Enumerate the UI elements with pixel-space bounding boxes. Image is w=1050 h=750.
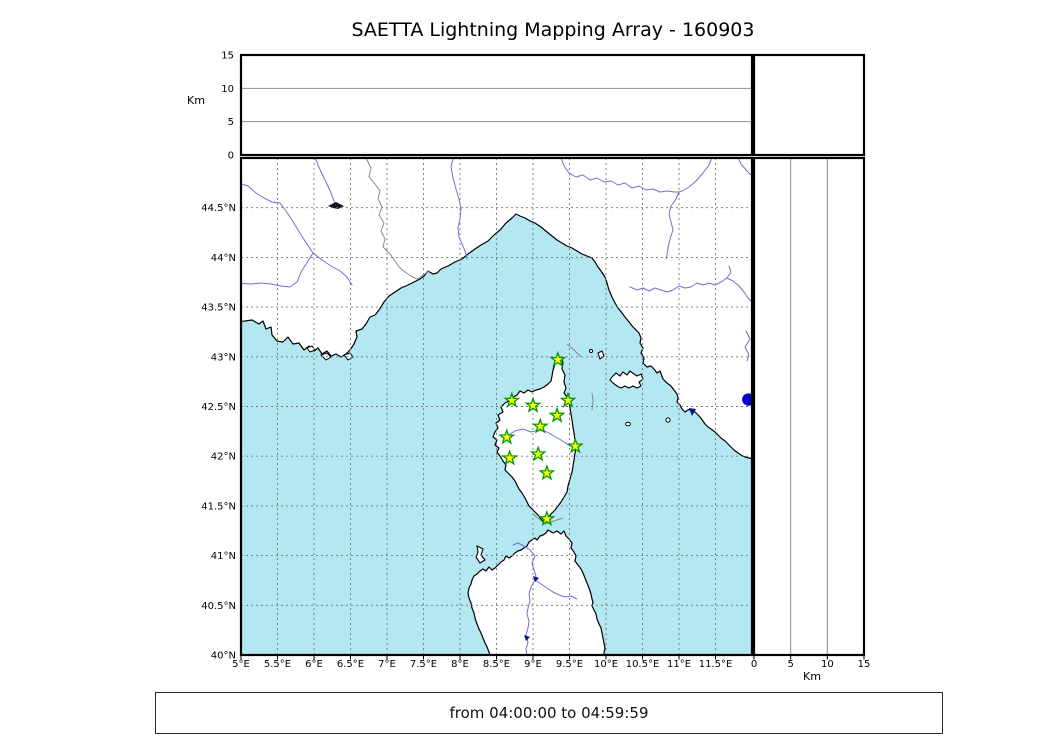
- lon-tick-label: 5°E: [232, 659, 250, 670]
- corner-panel-border: [752, 53, 866, 157]
- corner-panel: [752, 53, 866, 157]
- map-border: [239, 156, 754, 657]
- lat-tick-label: 43°N: [211, 352, 236, 363]
- admin-border: [365, 158, 430, 280]
- lon-tick-label: 8.5°E: [483, 659, 510, 670]
- time-range-text: from 04:00:00 to 04:59:59: [449, 704, 649, 722]
- lon-tick-label: 10°E: [594, 659, 618, 670]
- altitude-tick-label: 15: [858, 659, 871, 670]
- station-marker: [538, 509, 556, 527]
- altitude-tick-label: 10: [221, 84, 234, 95]
- altitude-tick-label: 5: [787, 659, 793, 670]
- station-marker: [566, 437, 584, 454]
- top-panel-border: [239, 53, 754, 157]
- lat-tick-label: 44°N: [211, 253, 236, 264]
- right-panel-km-label: Km: [803, 670, 821, 683]
- station-marker: [501, 449, 519, 466]
- lat-tick-label: 40°N: [211, 651, 236, 662]
- lat-tick-label: 42.5°N: [201, 402, 236, 413]
- station-marker: [548, 406, 566, 423]
- lat-tick-label: 41°N: [211, 551, 236, 562]
- lon-tick-label: 11.5°E: [699, 659, 733, 670]
- lon-tick-label: 9°E: [524, 659, 542, 670]
- map-tick-marks: [240, 655, 865, 660]
- top-panel-gridlines: [241, 87, 752, 123]
- right-panel-background: [754, 158, 864, 655]
- pianosa-island: [625, 421, 631, 427]
- rivers: [241, 158, 752, 655]
- map-panel: [239, 156, 865, 660]
- lon-tick-label: 6.5°E: [337, 659, 364, 670]
- altitude-tick-label: 10: [821, 659, 834, 670]
- coastal-line-fragments: [532, 343, 594, 525]
- station-marker: [549, 350, 567, 367]
- lat-tick-label: 44.5°N: [201, 203, 236, 214]
- lon-tick-label: 7.5°E: [410, 659, 437, 670]
- tick-labels: 0 5 10 15 0 5 10 15 5°E 5.5°E 6°E 6.5°E 7°E 7.5°E 8°E 8…: [201, 51, 870, 671]
- lon-tick-label: 7°E: [378, 659, 396, 670]
- map-gridlines: [241, 158, 752, 655]
- lat-tick-label: 41.5°N: [201, 501, 236, 512]
- altitude-tick-label: 0: [228, 151, 234, 162]
- orbetello-lagoon: [689, 408, 696, 416]
- lon-tick-label: 8°E: [451, 659, 469, 670]
- lon-tick-label: 6°E: [305, 659, 323, 670]
- station-marker: [531, 417, 549, 434]
- lon-tick-label: 9.5°E: [556, 659, 583, 670]
- top-panel-background: [241, 55, 752, 155]
- sardinia-island: [467, 529, 606, 655]
- station-marker: [559, 391, 577, 408]
- station-markers: [498, 350, 752, 527]
- page-title: SAETTA Lightning Mapping Array - 160903: [352, 19, 755, 41]
- time-range-box: from 04:00:00 to 04:59:59: [155, 692, 943, 734]
- lat-tick-label: 42°N: [211, 452, 236, 463]
- altitude-tick-label: 0: [751, 659, 757, 670]
- altitude-tick-label: 15: [221, 51, 234, 62]
- station-marker: [524, 396, 542, 413]
- top-altitude-panel: [239, 53, 754, 157]
- gorgona-island: [588, 348, 594, 354]
- montecristo-island: [665, 417, 671, 423]
- station-marker: [529, 445, 547, 462]
- lon-tick-label: 10.5°E: [626, 659, 660, 670]
- event-dot: [742, 393, 752, 406]
- station-marker: [538, 464, 556, 481]
- right-panel-gridlines: [790, 158, 828, 655]
- altitude-tick-label: 5: [228, 117, 234, 128]
- asinara-island: [475, 545, 486, 564]
- station-marker: [503, 391, 521, 408]
- lat-tick-label: 40.5°N: [201, 601, 236, 612]
- right-panel-border: [752, 156, 866, 657]
- lat-tick-label: 43.5°N: [201, 303, 236, 314]
- top-panel-km-label: Km: [187, 94, 205, 107]
- lon-tick-label: 11°E: [667, 659, 691, 670]
- lon-tick-label: 5.5°E: [264, 659, 291, 670]
- elba-island: [609, 370, 644, 389]
- right-altitude-panel: [752, 156, 866, 657]
- station-marker: [498, 428, 516, 445]
